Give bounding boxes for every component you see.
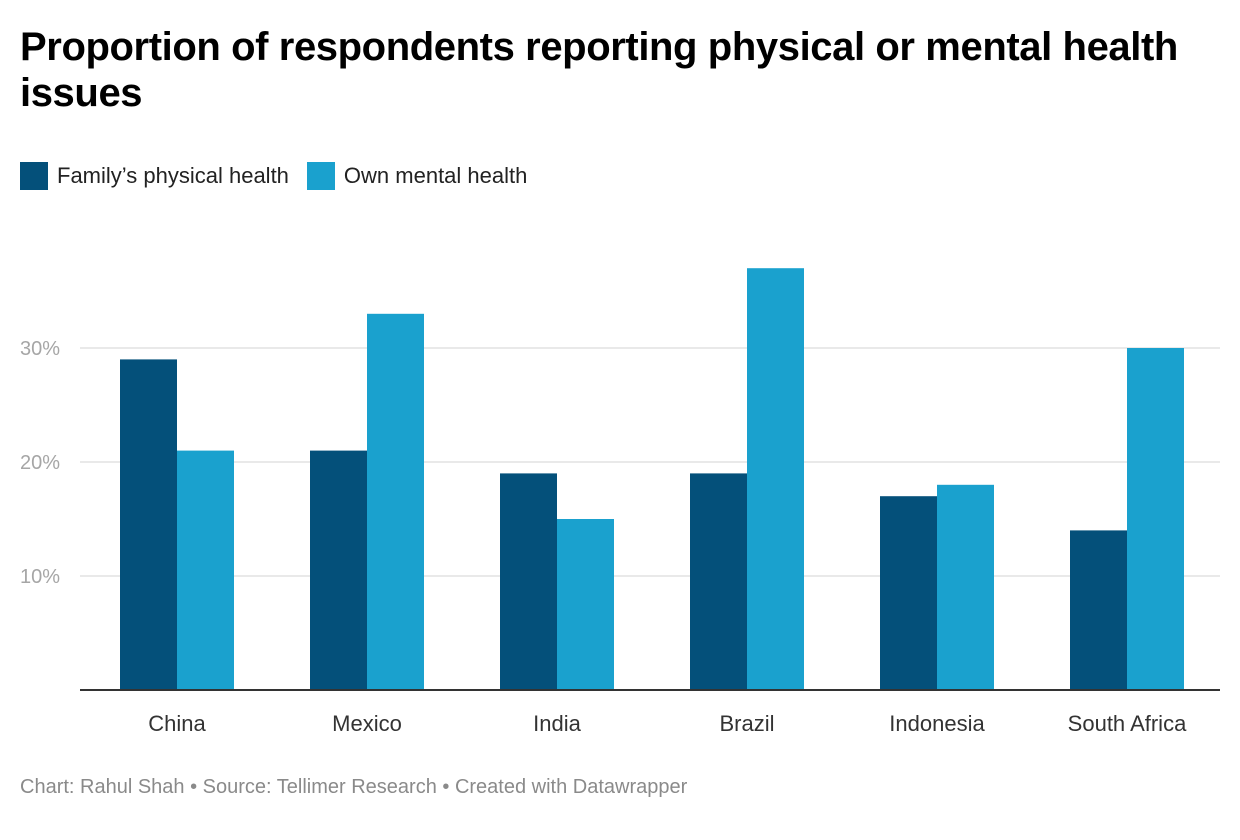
legend-label-family-physical-health: Family’s physical health — [57, 163, 289, 188]
y-tick-label: 10% — [20, 566, 60, 588]
bar — [500, 473, 557, 690]
bar — [747, 268, 804, 690]
y-tick-label: 30% — [20, 338, 60, 360]
bar — [880, 496, 937, 690]
bar — [557, 519, 614, 690]
x-tick-label: Brazil — [719, 711, 774, 736]
bar — [177, 450, 234, 690]
legend-label-own-mental-health: Own mental health — [343, 163, 528, 188]
x-tick-label: Mexico — [332, 711, 402, 736]
bar — [310, 450, 367, 690]
legend-item-family-physical-health: Family’s physical health — [20, 162, 289, 190]
x-tick-label: China — [148, 711, 206, 736]
x-tick-label: India — [533, 711, 581, 736]
bar — [120, 359, 177, 690]
legend: Family’s physical health Own mental heal… — [20, 160, 545, 192]
chart-title: Proportion of respondents reporting phys… — [20, 25, 1178, 115]
legend-swatch-family-physical-health — [20, 162, 48, 190]
bar — [1070, 530, 1127, 690]
bar — [367, 313, 424, 690]
bar — [937, 484, 994, 690]
bar — [690, 473, 747, 690]
legend-swatch-own-mental-health — [306, 162, 335, 190]
chart-footer: Chart: Rahul Shah • Source: Tellimer Res… — [20, 776, 688, 798]
x-tick-label: Indonesia — [889, 711, 985, 736]
bar — [1127, 348, 1184, 690]
x-tick-label: South Africa — [1068, 711, 1187, 736]
y-tick-label: 20% — [20, 452, 60, 474]
legend-item-own-mental-health: Own mental health — [306, 162, 528, 190]
